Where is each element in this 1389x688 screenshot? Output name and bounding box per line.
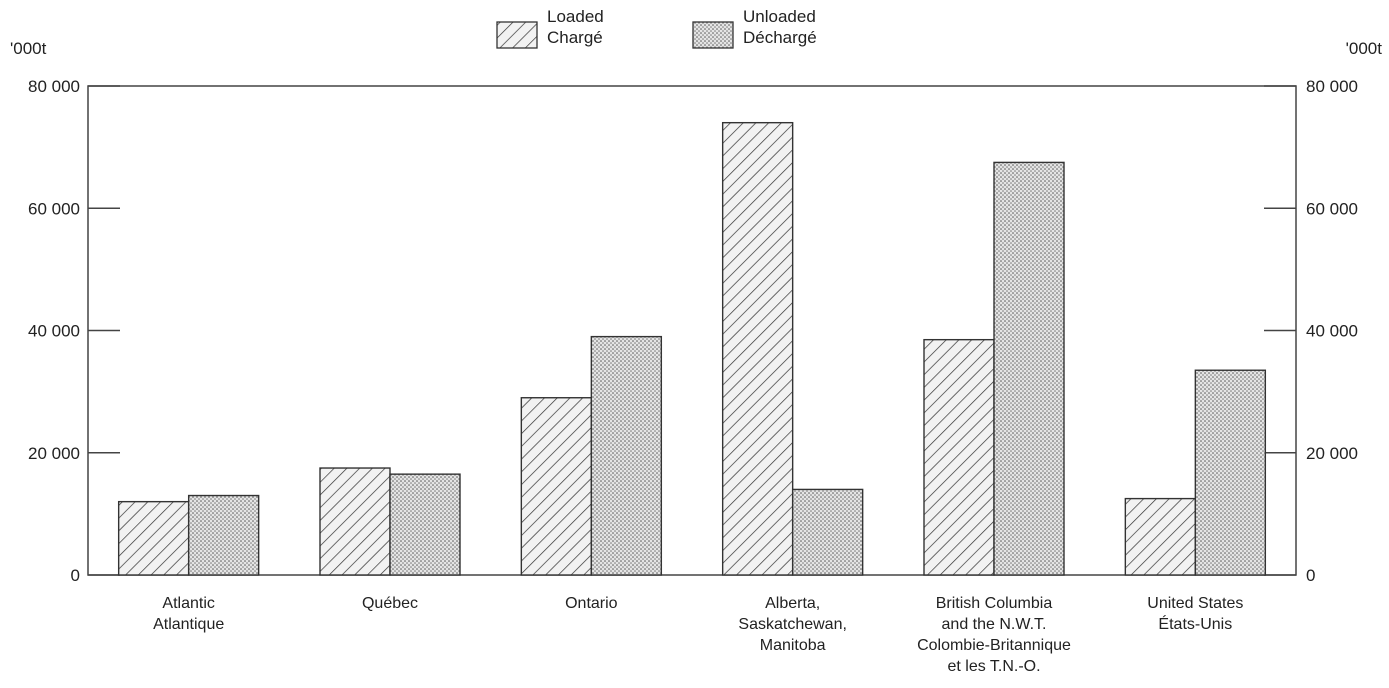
legend-swatch-loaded — [496, 21, 538, 49]
bar-loaded — [117, 500, 190, 576]
bar-unloaded — [389, 473, 461, 576]
category-labels: Atlantic Atlantique Québec Ontario Alberta, S… — [153, 595, 1243, 675]
category-label: United States États-Unis — [1147, 595, 1243, 633]
chart-axes: '000t '000t 0 0 20 000 20 000 40 000 40 000 60 0… — [10, 39, 1382, 585]
category-label: Alberta, Saskatchewan, Manitoba — [738, 595, 847, 654]
bar-unloaded — [1194, 369, 1267, 576]
bar-loaded — [520, 397, 593, 576]
bar-loaded — [319, 467, 391, 576]
legend-swatch-unloaded — [692, 21, 734, 49]
bar-unloaded — [187, 494, 260, 576]
bar-loaded — [923, 338, 995, 576]
legend-label-loaded: Loaded Chargé — [547, 7, 604, 47]
y-tick-label-right: 40 000 — [1306, 322, 1358, 341]
bar-loaded — [1124, 497, 1197, 576]
bar-loaded — [721, 121, 794, 576]
y-tick-label-left: 40 000 — [28, 322, 80, 341]
bar-unloaded — [791, 488, 864, 576]
bar-unloaded — [993, 161, 1065, 576]
category-label: Québec — [362, 595, 418, 612]
y-tick-label-left: 80 000 — [28, 77, 80, 96]
legend-label-unloaded: Unloaded Déchargé — [743, 7, 817, 47]
y-unit-right: '000t — [1346, 39, 1383, 58]
category-label: Ontario — [565, 595, 618, 612]
y-tick-label-right: 60 000 — [1306, 199, 1358, 218]
category-label: British Columbia and the N.W.T. Colombie-B… — [917, 595, 1071, 675]
bar-unloaded — [590, 335, 663, 576]
y-tick-label-left: 20 000 — [28, 444, 80, 463]
y-tick-label-left: 60 000 — [28, 199, 80, 218]
y-unit-left: '000t — [10, 39, 47, 58]
chart-bars — [117, 121, 1267, 576]
y-tick-label-right: 20 000 — [1306, 444, 1358, 463]
y-tick-label-right: 0 — [1306, 566, 1315, 585]
y-tick-label-left: 0 — [71, 566, 80, 585]
y-tick-label-right: 80 000 — [1306, 77, 1358, 96]
plot-frame — [87, 85, 1297, 576]
category-label: Atlantic Atlantique — [153, 595, 224, 633]
chart-legend: Loaded Chargé Unloaded Déchargé — [496, 7, 817, 49]
